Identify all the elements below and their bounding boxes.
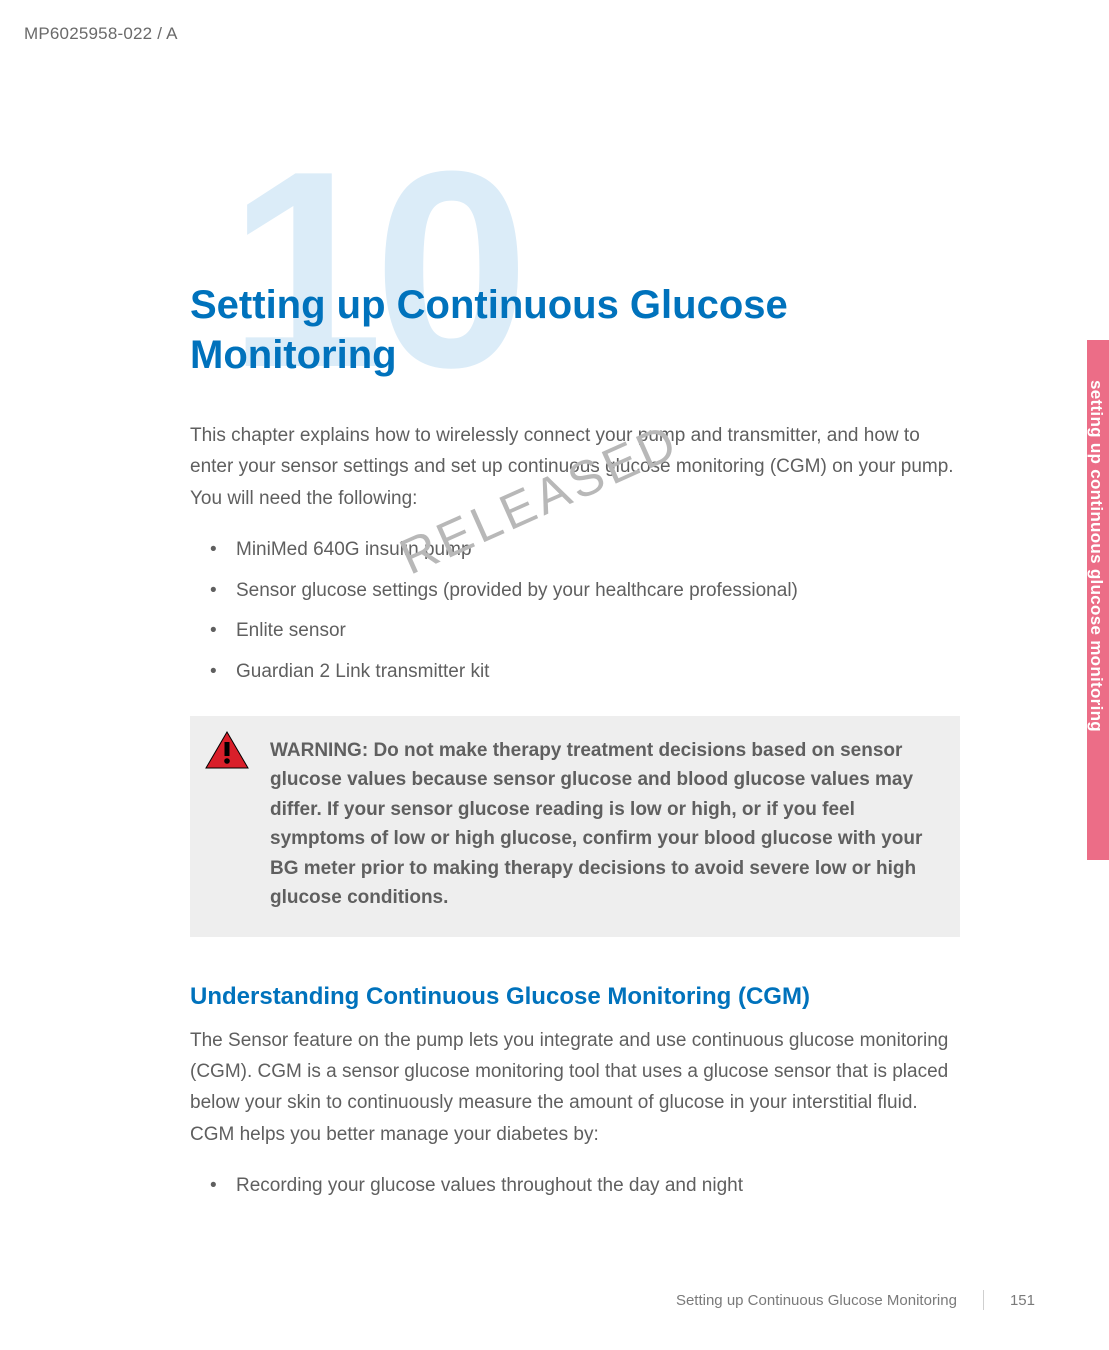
page-footer: Setting up Continuous Glucose Monitoring… — [676, 1290, 1035, 1310]
list-item: Recording your glucose values throughout… — [190, 1166, 960, 1207]
side-tab-label: setting up continuous glucose monitoring — [1086, 380, 1106, 870]
side-tab: setting up continuous glucose monitoring — [1071, 340, 1109, 860]
side-tab-marker — [1070, 358, 1081, 369]
section-heading: Understanding Continuous Glucose Monitor… — [190, 983, 960, 1011]
list-item: Enlite sensor — [190, 611, 960, 652]
list-item: Guardian 2 Link transmitter kit — [190, 652, 960, 693]
warning-icon — [204, 730, 250, 770]
document-code: MP6025958-022 / A — [24, 24, 178, 44]
warning-box: WARNING: Do not make therapy treatment d… — [190, 716, 960, 937]
footer-divider — [983, 1290, 984, 1310]
footer-chapter-name: Setting up Continuous Glucose Monitoring — [676, 1292, 957, 1309]
chapter-intro: This chapter explains how to wirelessly … — [190, 420, 960, 514]
warning-text: WARNING: Do not make therapy treatment d… — [270, 736, 936, 913]
section-list: Recording your glucose values throughout… — [190, 1166, 960, 1207]
footer-page-number: 151 — [1010, 1292, 1035, 1309]
page: MP6025958-022 / A setting up continuous … — [0, 0, 1109, 1350]
warning-lead: WARNING: — [270, 740, 373, 761]
list-item: MiniMed 640G insulin pump — [190, 530, 960, 571]
list-item: Sensor glucose settings (provided by you… — [190, 571, 960, 612]
warning-body: Do not make therapy treatment decisions … — [270, 740, 922, 908]
chapter-title: Setting up Continuous Glucose Monitoring — [190, 280, 960, 380]
requirements-list: MiniMed 640G insulin pump Sensor glucose… — [190, 530, 960, 692]
content-area: 10 Setting up Continuous Glucose Monitor… — [190, 150, 960, 1231]
section-body: The Sensor feature on the pump lets you … — [190, 1025, 960, 1150]
